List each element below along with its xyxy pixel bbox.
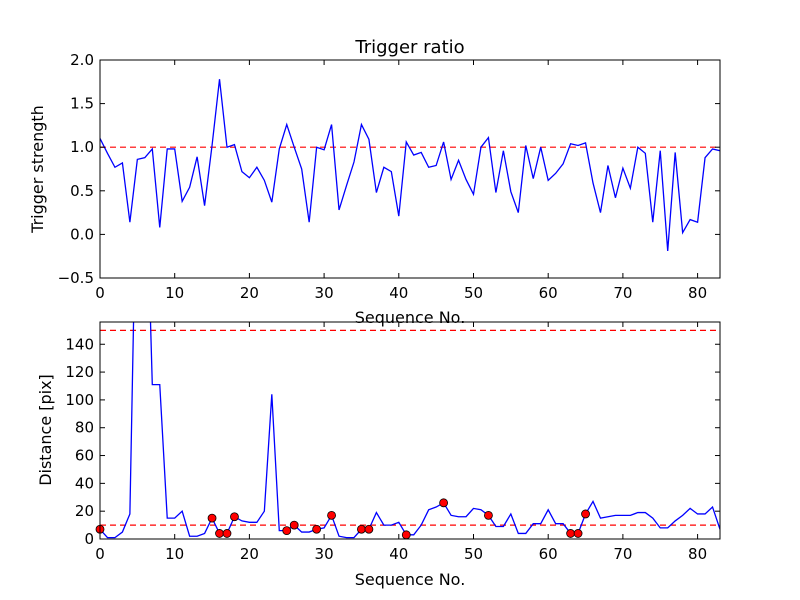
y-tick-label: 100: [65, 391, 94, 409]
x-tick-label: 30: [315, 545, 334, 563]
distance-line: [100, 322, 720, 539]
x-axis-label: Sequence No.: [355, 570, 466, 589]
plot-area: 0 10 20 30 40 50 60 70 80 −0.5 0.0 0.5 1.0 1.5 2.0: [58, 51, 721, 302]
trigger-strength-line: [100, 79, 720, 252]
x-tick-label: 80: [688, 284, 707, 302]
y-tick-label: −0.5: [58, 269, 94, 287]
y-axis-label: Distance [pix]: [36, 374, 55, 486]
y-tick-label: 0.0: [70, 225, 94, 243]
x-tick-label: 20: [240, 284, 259, 302]
x-tick-label: 40: [389, 545, 408, 563]
y-tick-label: 60: [75, 447, 94, 465]
detection-marker: [401, 530, 411, 540]
plot-frame: [99, 321, 721, 540]
chart-title: Trigger ratio: [354, 37, 464, 58]
x-axis-label: Sequence No.: [355, 308, 466, 327]
y-tick-label: 0.5: [70, 182, 94, 200]
detection-marker: [327, 510, 336, 520]
detection-marker: [484, 510, 493, 520]
detection-marker: [207, 513, 217, 523]
detection-marker: [222, 529, 232, 538]
detection-marker: [282, 526, 292, 536]
y-tick-label: 80: [75, 419, 94, 437]
distance-chart: 0 10 20 30 40 50 60 70 80 0 20 40 60 80 100 120 140 Sequ…: [36, 321, 721, 589]
y-tick-label: 20: [75, 502, 94, 520]
x-tick-label: 30: [315, 284, 334, 302]
x-tick-label: 80: [688, 545, 707, 563]
x-tick-label: 60: [539, 284, 558, 302]
y-tick-label: 40: [75, 474, 94, 492]
x-tick-label: 70: [613, 545, 632, 563]
trigger-ratio-chart: Trigger ratio 0 10 20 30 40 50 60 70 80 −0.5 0.0 0.…: [28, 37, 721, 327]
x-tick-label: 50: [464, 545, 483, 563]
detection-marker: [289, 520, 299, 530]
y-tick-label: 0: [84, 530, 94, 548]
x-tick-label: 0: [95, 545, 105, 563]
x-tick-label: 70: [613, 284, 632, 302]
detection-marker: [581, 509, 590, 519]
detection-marker: [566, 529, 576, 538]
y-axis-label: Trigger strength: [28, 105, 47, 234]
detection-marker: [439, 498, 449, 508]
detection-marker: [230, 512, 239, 522]
x-tick-label: 0: [95, 284, 105, 302]
detection-marker: [312, 524, 322, 534]
detection-marker: [573, 529, 583, 538]
y-tick-label: 140: [65, 335, 94, 353]
detected-markers: [95, 498, 590, 540]
detection-marker: [357, 524, 366, 534]
x-tick-label: 50: [464, 284, 483, 302]
x-tick-label: 10: [165, 545, 184, 563]
x-tick-label: 40: [389, 284, 408, 302]
y-tick-label: 2.0: [70, 51, 94, 69]
x-tick-label: 20: [240, 545, 259, 563]
plot-frame: [99, 59, 721, 279]
y-tick-label: 1.0: [70, 138, 94, 156]
x-tick-label: 10: [165, 284, 184, 302]
y-tick-label: 1.5: [70, 95, 94, 113]
y-tick-label: 120: [65, 363, 94, 381]
x-tick-label: 60: [539, 545, 558, 563]
detection-marker: [215, 529, 224, 538]
detection-marker: [364, 524, 374, 534]
plot-area: 0 10 20 30 40 50 60 70 80 0 20 40 60 80 100 120 140: [65, 321, 721, 563]
